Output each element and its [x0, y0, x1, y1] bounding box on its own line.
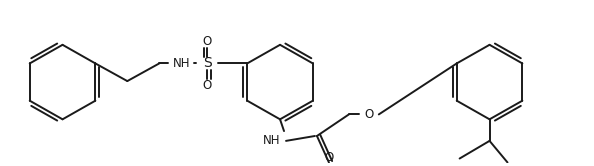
Text: S: S — [203, 56, 211, 70]
Text: O: O — [203, 79, 211, 91]
Text: O: O — [203, 35, 211, 48]
Text: O: O — [324, 151, 334, 164]
Text: NH: NH — [263, 134, 281, 147]
Text: O: O — [364, 108, 374, 121]
Text: NH: NH — [172, 57, 190, 70]
